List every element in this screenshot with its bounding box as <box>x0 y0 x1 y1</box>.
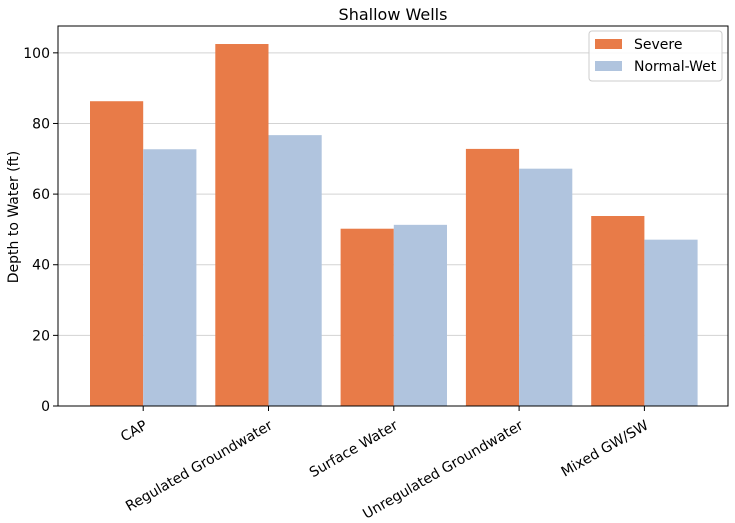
x-tick-label: Mixed GW/SW <box>559 418 652 481</box>
bar-normal-wet <box>268 135 322 406</box>
x-tick-label: CAP <box>118 418 150 446</box>
y-tick-label: 40 <box>32 258 50 274</box>
legend-box <box>588 30 723 82</box>
y-tick-label: 60 <box>32 187 50 203</box>
bar-normal-wet <box>519 168 573 406</box>
y-axis-ticks: 0 20 40 60 80 100 <box>23 46 58 415</box>
bar-severe <box>340 228 394 406</box>
y-tick-label: 80 <box>32 116 50 132</box>
y-tick-label: 100 <box>23 46 50 62</box>
bar-normal-wet <box>143 149 197 406</box>
bar-normal-wet <box>393 224 447 406</box>
x-tick-label: Surface Water <box>307 417 401 481</box>
y-axis-label: Depth to Water (ft) <box>6 151 22 284</box>
legend-swatch <box>595 61 622 71</box>
plot-frame <box>57 25 729 407</box>
legend-label: Severe <box>634 37 682 53</box>
bar-severe <box>90 101 144 406</box>
y-tick-label: 20 <box>32 328 50 344</box>
legend-swatch <box>595 39 622 49</box>
bar-severe <box>465 148 520 406</box>
bar-normal-wet <box>644 239 698 406</box>
bar-severe <box>215 44 269 406</box>
legend-label: Normal-Wet <box>634 59 717 75</box>
legend: Severe Normal-Wet <box>588 30 723 82</box>
bars <box>90 44 698 406</box>
y-tick-label: 0 <box>41 399 50 415</box>
bar-severe <box>591 216 645 406</box>
chart-title: Shallow Wells <box>339 5 448 24</box>
